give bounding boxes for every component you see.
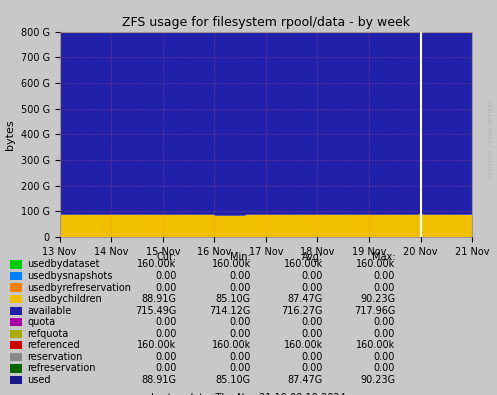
Text: 714.12G: 714.12G <box>210 306 251 316</box>
Text: Avg:: Avg: <box>302 252 323 262</box>
Text: referenced: referenced <box>27 340 80 350</box>
Text: 717.96G: 717.96G <box>354 306 395 316</box>
Text: 716.27G: 716.27G <box>281 306 323 316</box>
Text: 0.00: 0.00 <box>302 282 323 293</box>
Text: 0.00: 0.00 <box>374 329 395 339</box>
Text: Cur:: Cur: <box>157 252 176 262</box>
Text: 0.00: 0.00 <box>155 282 176 293</box>
Bar <box>10 353 22 361</box>
Title: ZFS usage for filesystem rpool/data - by week: ZFS usage for filesystem rpool/data - by… <box>122 16 410 29</box>
Text: 160.00k: 160.00k <box>356 260 395 269</box>
Text: 0.00: 0.00 <box>374 271 395 281</box>
Text: 0.00: 0.00 <box>302 352 323 362</box>
Text: 160.00k: 160.00k <box>137 260 176 269</box>
Text: 715.49G: 715.49G <box>135 306 176 316</box>
Text: 0.00: 0.00 <box>155 352 176 362</box>
Bar <box>10 364 22 372</box>
Bar <box>10 318 22 326</box>
Text: Min:: Min: <box>230 252 251 262</box>
Text: refreservation: refreservation <box>27 363 96 373</box>
Text: 0.00: 0.00 <box>374 282 395 293</box>
Text: 0.00: 0.00 <box>374 363 395 373</box>
Text: 90.23G: 90.23G <box>360 375 395 385</box>
Bar <box>10 330 22 338</box>
Text: Max:: Max: <box>372 252 395 262</box>
Text: 0.00: 0.00 <box>155 317 176 327</box>
Text: 0.00: 0.00 <box>230 329 251 339</box>
Text: used: used <box>27 375 51 385</box>
Text: 88.91G: 88.91G <box>142 375 176 385</box>
Text: available: available <box>27 306 72 316</box>
Text: 160.00k: 160.00k <box>284 260 323 269</box>
Text: 87.47G: 87.47G <box>288 294 323 304</box>
Text: 0.00: 0.00 <box>230 282 251 293</box>
Bar <box>10 295 22 303</box>
Text: 0.00: 0.00 <box>230 271 251 281</box>
Text: 160.00k: 160.00k <box>356 340 395 350</box>
Bar <box>10 283 22 292</box>
Bar <box>10 272 22 280</box>
Text: 90.23G: 90.23G <box>360 294 395 304</box>
Text: usedbychildren: usedbychildren <box>27 294 102 304</box>
Text: quota: quota <box>27 317 56 327</box>
Bar <box>10 341 22 350</box>
Text: 87.47G: 87.47G <box>288 375 323 385</box>
Text: 0.00: 0.00 <box>155 363 176 373</box>
Bar <box>10 376 22 384</box>
Bar <box>10 260 22 269</box>
Text: 0.00: 0.00 <box>155 271 176 281</box>
Text: 0.00: 0.00 <box>302 329 323 339</box>
Text: 0.00: 0.00 <box>302 363 323 373</box>
Text: 0.00: 0.00 <box>155 329 176 339</box>
Text: 160.00k: 160.00k <box>284 340 323 350</box>
Text: RRDTOOL / TOBI OETIKER: RRDTOOL / TOBI OETIKER <box>488 98 493 179</box>
Text: 0.00: 0.00 <box>230 352 251 362</box>
Text: 0.00: 0.00 <box>302 271 323 281</box>
Text: 0.00: 0.00 <box>302 317 323 327</box>
Text: reservation: reservation <box>27 352 83 362</box>
Text: 0.00: 0.00 <box>374 352 395 362</box>
Text: 0.00: 0.00 <box>230 317 251 327</box>
Text: 160.00k: 160.00k <box>212 260 251 269</box>
Text: 160.00k: 160.00k <box>212 340 251 350</box>
Text: usedbydataset: usedbydataset <box>27 260 100 269</box>
Text: 0.00: 0.00 <box>230 363 251 373</box>
Text: 85.10G: 85.10G <box>216 294 251 304</box>
Text: refquota: refquota <box>27 329 69 339</box>
Text: 160.00k: 160.00k <box>137 340 176 350</box>
Text: usedbysnapshots: usedbysnapshots <box>27 271 113 281</box>
Y-axis label: bytes: bytes <box>5 119 15 150</box>
Text: Last update: Thu Nov 21 19:00:19 2024: Last update: Thu Nov 21 19:00:19 2024 <box>151 393 346 395</box>
Bar <box>10 307 22 315</box>
Text: 88.91G: 88.91G <box>142 294 176 304</box>
Text: usedbyrefreservation: usedbyrefreservation <box>27 282 131 293</box>
Text: 85.10G: 85.10G <box>216 375 251 385</box>
Text: 0.00: 0.00 <box>374 317 395 327</box>
